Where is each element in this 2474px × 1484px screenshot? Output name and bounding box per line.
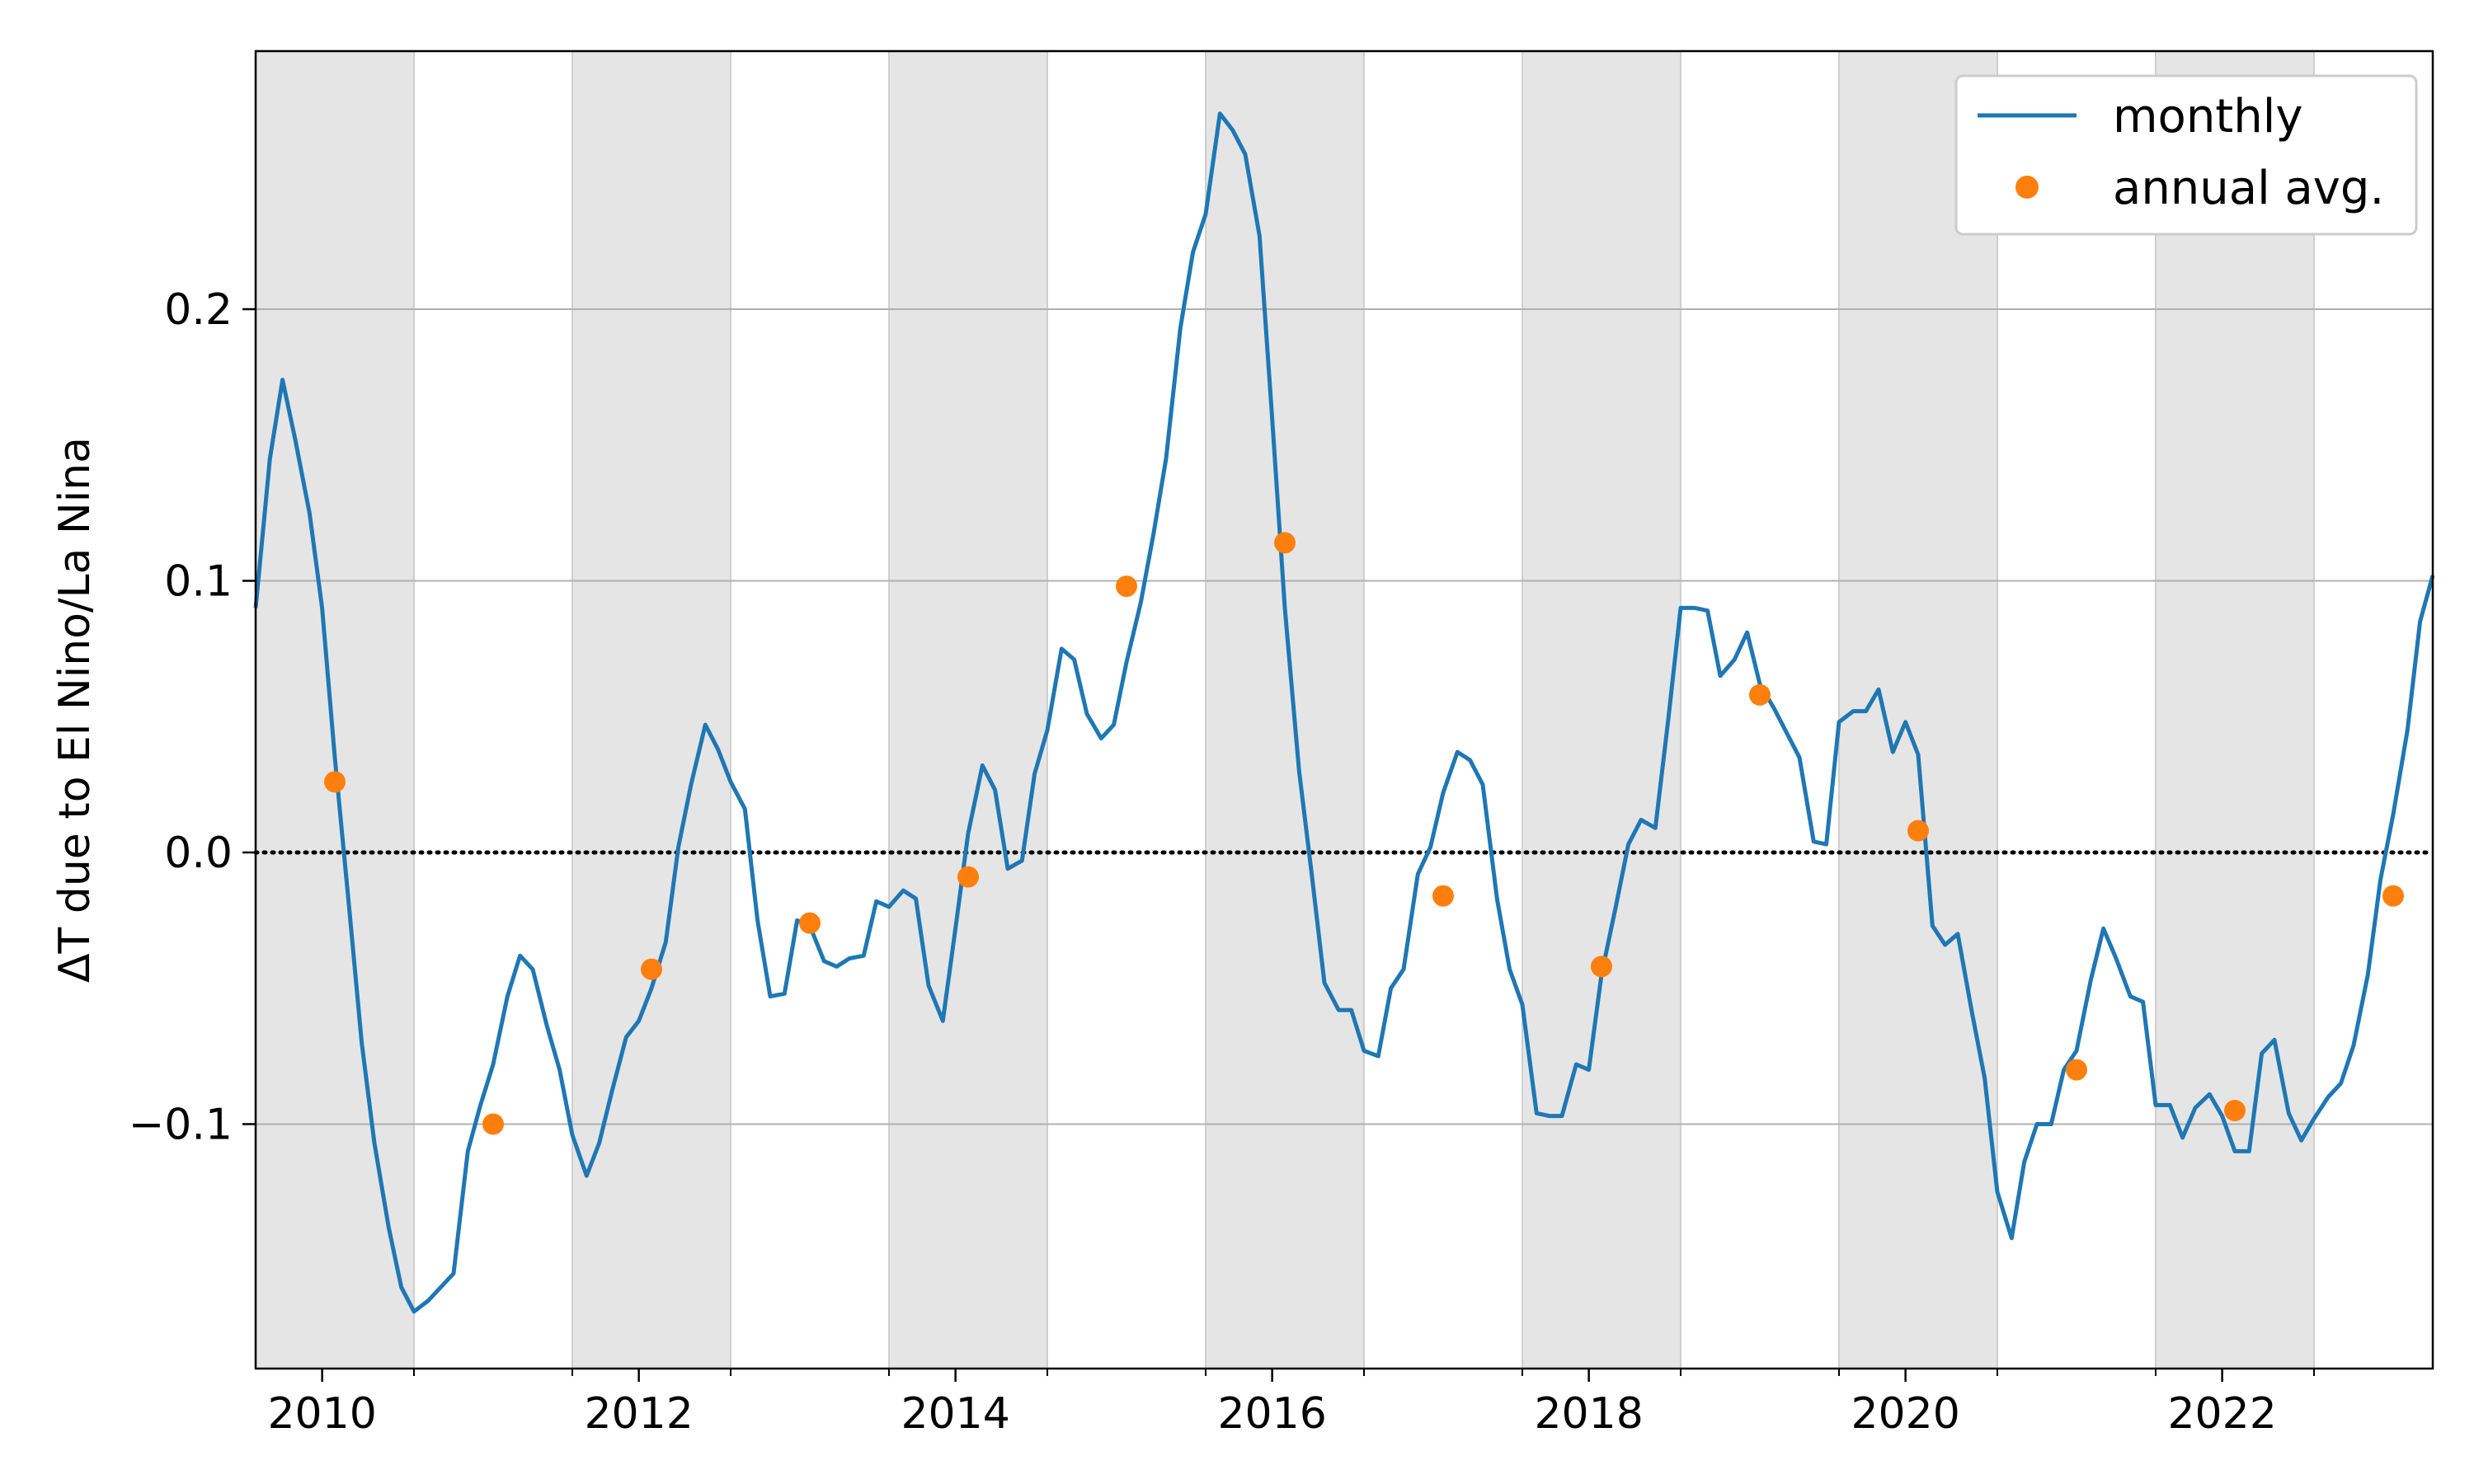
- y-axis-label: ΔT due to El Nino/La Nina: [50, 437, 100, 983]
- annual-avg-point-3: [799, 912, 821, 934]
- annual-avg-point-7: [1432, 885, 1454, 907]
- shaded-band-2: [889, 51, 1047, 1369]
- x-tick-label-5: 2020: [1851, 1389, 1959, 1439]
- y-tick-label-0: −0.1: [129, 1100, 233, 1149]
- annual-avg-point-9: [1749, 683, 1771, 706]
- shaded-band-6: [2156, 51, 2314, 1369]
- annual-avg-point-5: [1116, 575, 1137, 598]
- y-axis: −0.1 0.0 0.1 0.2: [129, 285, 256, 1149]
- annual-avg-point-1: [482, 1113, 504, 1135]
- annual-avg-point-8: [1591, 956, 1612, 978]
- annual-avg-point-6: [1274, 532, 1296, 554]
- legend-label-annual-avg: annual avg.: [2113, 162, 2384, 215]
- shaded-band-3: [1206, 51, 1364, 1369]
- x-tick-label-6: 2022: [2167, 1389, 2276, 1439]
- annual-avg-point-11: [2066, 1059, 2087, 1081]
- y-tick-label-2: 0.1: [164, 556, 233, 606]
- plot-frame: [254, 49, 2434, 1370]
- annual-avg-point-12: [2224, 1099, 2246, 1121]
- grid-lines: [256, 308, 2433, 1125]
- x-tick-label-1: 2012: [584, 1389, 693, 1439]
- monthly-line: [253, 111, 2435, 1314]
- annual-avg-point-13: [2382, 885, 2404, 907]
- annual-avg-point-4: [957, 866, 979, 888]
- annual-avg-point-0: [324, 771, 346, 793]
- shaded-band-1: [572, 51, 731, 1369]
- x-tick-label-2: 2014: [901, 1389, 1009, 1439]
- annual-avg-point-10: [1907, 819, 1929, 842]
- monthly-series: [253, 111, 2435, 1314]
- x-tick-label-0: 2010: [267, 1389, 376, 1439]
- annual-avg-series: [324, 532, 2404, 1135]
- x-axis: 2010 2012 2014 2016 2018 2020 2022: [267, 1369, 2315, 1439]
- legend-label-monthly: monthly: [2113, 90, 2302, 143]
- y-tick-label-3: 0.2: [164, 285, 233, 335]
- shaded-bands: [256, 51, 2315, 1369]
- legend-dot-swatch: [2015, 176, 2039, 199]
- x-tick-label-4: 2018: [1534, 1389, 1643, 1439]
- x-tick-label-3: 2016: [1217, 1389, 1326, 1439]
- shaded-band-0: [256, 51, 414, 1369]
- shaded-band-4: [1522, 51, 1681, 1369]
- legend: monthly annual avg.: [1954, 74, 2418, 236]
- y-tick-label-1: 0.0: [164, 829, 233, 878]
- annual-avg-point-2: [641, 958, 662, 980]
